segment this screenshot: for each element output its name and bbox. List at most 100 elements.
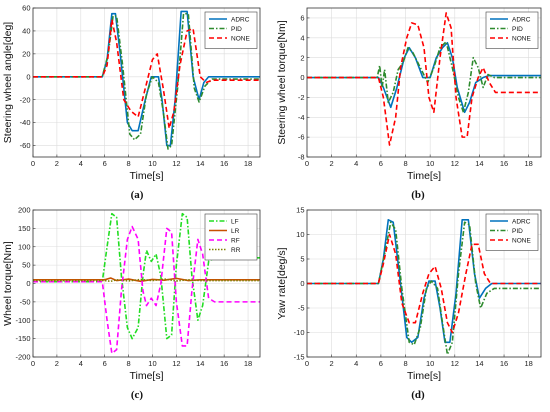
x-tick-label: 10 [426, 359, 434, 368]
y-tick-label: 5 [300, 255, 304, 264]
legend-label: ADRC [231, 16, 250, 23]
legend: LF LR RF RR [204, 213, 258, 261]
y-tick-label: -100 [15, 316, 30, 325]
y-tick-label: 40 [22, 27, 30, 36]
x-tick-label: 16 [220, 359, 228, 368]
legend-label: LF [231, 218, 239, 225]
series-line-pid [307, 221, 541, 356]
y-tick-label: -40 [20, 118, 31, 127]
y-tick-label: -20 [20, 95, 31, 104]
x-tick-label: 4 [79, 159, 83, 168]
legend-label: RF [231, 237, 240, 244]
plot-frame [32, 209, 261, 358]
x-tick-label: 8 [403, 359, 407, 368]
series-line-lr [33, 277, 260, 283]
legend: ADRC PID NONE [485, 11, 539, 49]
x-axis-title: Time[s] [129, 170, 163, 182]
y-tick-label: -8 [298, 153, 305, 162]
y-tick-label: -2 [298, 93, 305, 102]
x-tick-label: 18 [244, 359, 252, 368]
x-tick-label: 0 [31, 359, 35, 368]
y-tick-label: -50 [20, 297, 31, 306]
y-tick-label: 0 [26, 72, 30, 81]
legend-box [485, 11, 539, 49]
x-tick-label: 18 [525, 159, 533, 168]
series-line-rf [33, 225, 260, 355]
x-tick-label: 6 [379, 159, 383, 168]
x-tick-label: 0 [305, 159, 309, 168]
panel-label: (a) [131, 189, 144, 201]
plot-frame [306, 209, 542, 358]
x-tick-label: 8 [126, 159, 130, 168]
x-tick-label: 16 [220, 159, 228, 168]
panel-b: 0 2 4 6 8 10 12 14 16 18 -8 -6 -4 -2 0 2 4 6 ADRC PID NONE Ti… [276, 7, 542, 201]
y-tick-label: 10 [296, 230, 304, 239]
y-tick-label: -150 [15, 334, 30, 343]
series-line-adrc [33, 10, 260, 147]
legend-label: NONE [512, 35, 531, 42]
y-tick-label: 15 [296, 206, 304, 215]
legend-label: PID [512, 228, 523, 235]
x-tick-label: 2 [55, 359, 59, 368]
x-tick-label: 6 [379, 359, 383, 368]
legend-label: PID [512, 26, 523, 33]
x-tick-label: 2 [330, 159, 334, 168]
panel-d: 0 2 4 6 8 10 12 14 16 18 -15 -10 -5 0 5 10 15 ADRC PID NONE… [276, 206, 542, 401]
x-tick-label: 16 [500, 359, 508, 368]
legend-box [485, 213, 539, 251]
legend: ADRC PID NONE [485, 213, 539, 251]
plot-frame [32, 7, 261, 158]
x-tick-label: 10 [426, 159, 434, 168]
y-axis-title: Steering wheel angle[deg] [2, 22, 14, 144]
legend-label: NONE [512, 237, 531, 244]
series-line-pid [33, 12, 260, 150]
x-tick-label: 4 [354, 359, 358, 368]
panel-c: 0 2 4 6 8 10 12 14 16 18 -200 -150 -100 -50 0 50 100 150 2… [2, 206, 261, 401]
legend-label: PID [231, 26, 242, 33]
x-tick-label: 0 [31, 159, 35, 168]
legend-label: ADRC [512, 16, 531, 23]
x-tick-label: 0 [305, 359, 309, 368]
x-tick-label: 8 [403, 159, 407, 168]
x-tick-label: 10 [148, 359, 156, 368]
y-tick-label: 6 [300, 14, 304, 23]
y-tick-label: -10 [294, 328, 305, 337]
y-tick-label: 20 [22, 49, 30, 58]
x-tick-label: 6 [103, 159, 107, 168]
x-tick-label: 12 [451, 359, 459, 368]
x-tick-label: 12 [451, 159, 459, 168]
x-tick-label: 6 [103, 359, 107, 368]
y-axis-title: Steering wheel torque[Nm] [276, 20, 288, 144]
x-tick-label: 4 [354, 159, 358, 168]
y-tick-label: 100 [18, 242, 31, 251]
x-tick-label: 2 [55, 159, 59, 168]
y-tick-label: -4 [298, 113, 305, 122]
series-line-none [307, 12, 541, 146]
x-axis-title: Time[s] [407, 370, 441, 382]
legend-label: LR [231, 228, 240, 235]
x-tick-label: 18 [525, 359, 533, 368]
legend-box [204, 11, 258, 49]
x-tick-label: 10 [148, 159, 156, 168]
x-tick-label: 16 [500, 159, 508, 168]
x-tick-label: 2 [330, 359, 334, 368]
legend-label: NONE [231, 35, 250, 42]
y-tick-label: 150 [18, 224, 31, 233]
legend-label: RR [231, 247, 241, 254]
y-axis-title: Wheel torque[Nm] [2, 241, 14, 326]
x-tick-label: 12 [172, 159, 180, 168]
y-tick-label: -5 [298, 304, 305, 313]
y-tick-label: -60 [20, 141, 31, 150]
y-tick-label: 0 [26, 279, 30, 288]
y-tick-label: 50 [22, 261, 30, 270]
series-line-none [307, 233, 541, 334]
y-axis-title: Yaw rate[deg/s] [276, 247, 288, 319]
y-tick-label: 2 [300, 53, 304, 62]
y-tick-label: 60 [22, 4, 30, 13]
y-tick-label: 0 [300, 73, 304, 82]
y-tick-label: 0 [300, 279, 304, 288]
x-tick-label: 14 [475, 359, 483, 368]
y-tick-label: -200 [15, 353, 30, 362]
series-line-none [33, 18, 260, 130]
